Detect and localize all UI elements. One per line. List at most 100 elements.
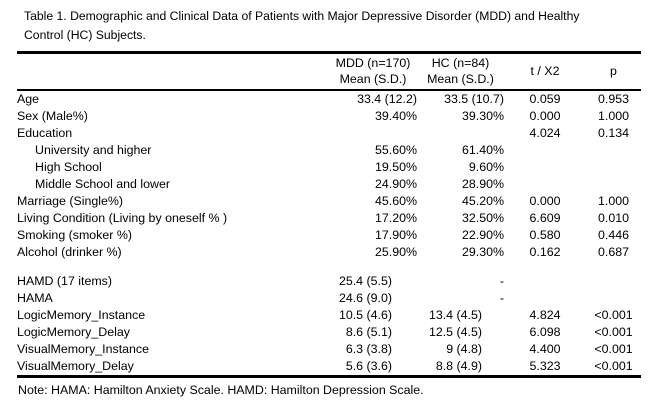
hc-value: 12.5 (4.5) xyxy=(428,325,482,339)
hc-value: 13.4 (4.5) xyxy=(428,308,482,322)
mdd-value: 55.60% xyxy=(374,143,417,157)
mdd-value: 10.5 (4.6) xyxy=(338,308,392,322)
mdd-value: 39.40% xyxy=(374,109,417,123)
mdd-value: 45.60% xyxy=(374,194,417,208)
spacer-row xyxy=(17,261,641,273)
header-hc-line1: HC (n=84) xyxy=(431,56,490,70)
stat-value: 0.162 xyxy=(529,245,561,259)
row-label: Age xyxy=(17,92,40,106)
p-value: 0.134 xyxy=(597,126,629,140)
table-row-hamd: HAMD (17 items) 25.4 (5.5) - xyxy=(17,273,641,290)
table-body: Age 33.4 (12.2) 33.5 (10.7) 0.059 0.953 … xyxy=(17,90,641,377)
hc-value: 45.20% xyxy=(461,194,504,208)
table-row-smoking: Smoking (smoker %) 17.90% 22.90% 0.580 0… xyxy=(17,227,641,244)
stat-value: 4.024 xyxy=(529,126,561,140)
mdd-value: 25.90% xyxy=(374,245,417,259)
row-label: Marriage (Single%) xyxy=(17,194,124,208)
table-row-living-condition: Living Condition (Living by oneself % ) … xyxy=(17,210,641,227)
row-label: LogicMemory_Instance xyxy=(17,308,146,322)
p-value: 0.010 xyxy=(597,211,629,225)
header-mdd: MDD (n=170) Mean (S.D.) xyxy=(329,53,417,91)
p-value: 1.000 xyxy=(597,194,629,208)
p-value: <0.001 xyxy=(594,325,633,339)
table-note: Note: HAMA: Hamilton Anxiety Scale. HAMD… xyxy=(18,383,424,397)
p-value xyxy=(586,159,641,176)
stat-value xyxy=(504,159,586,176)
mdd-value: 17.90% xyxy=(374,228,417,242)
hc-value: 28.90% xyxy=(461,177,504,191)
table-row-hama: HAMA 24.6 (9.0) - xyxy=(17,290,641,307)
p-value xyxy=(586,176,641,193)
hc-value: - xyxy=(499,274,504,288)
p-value xyxy=(586,290,641,307)
demographics-table: MDD (n=170) Mean (S.D.) HC (n=84) Mean (… xyxy=(17,51,641,378)
stat-value xyxy=(504,290,586,307)
mdd-value: 19.50% xyxy=(374,160,417,174)
p-value: 0.953 xyxy=(597,92,629,106)
stat-value: 0.059 xyxy=(529,92,561,106)
p-value: 0.446 xyxy=(597,228,629,242)
table-header: MDD (n=170) Mean (S.D.) HC (n=84) Mean (… xyxy=(17,52,641,91)
hc-value: 32.50% xyxy=(461,211,504,225)
table-row-highschool: High School 19.50% 9.60% xyxy=(17,159,641,176)
mdd-value: 24.6 (9.0) xyxy=(338,291,392,305)
stat-value xyxy=(504,273,586,290)
hc-value: 61.40% xyxy=(461,143,504,157)
header-p: p xyxy=(610,64,617,78)
stat-value: 4.400 xyxy=(529,342,561,356)
table-row-visualmemory-delay: VisualMemory_Delay 5.6 (3.6) 8.8 (4.9) 5… xyxy=(17,358,641,377)
table-row-logicmemory-delay: LogicMemory_Delay 8.6 (5.1) 12.5 (4.5) 6… xyxy=(17,324,641,341)
header-row-label xyxy=(17,53,329,91)
p-value: 0.687 xyxy=(597,245,629,259)
row-label: Sex (Male%) xyxy=(17,109,88,123)
hc-value: - xyxy=(499,291,504,305)
header-mdd-line2: Mean (S.D.) xyxy=(339,72,407,86)
stat-value: 0.000 xyxy=(529,109,561,123)
mdd-value xyxy=(329,125,417,142)
mdd-value: 17.20% xyxy=(374,211,417,225)
stat-value: 0.000 xyxy=(529,194,561,208)
stat-value: 6.609 xyxy=(529,211,561,225)
row-label: Living Condition (Living by oneself % ) xyxy=(17,211,228,225)
mdd-value: 8.6 (5.1) xyxy=(345,325,392,339)
hc-value: 39.30% xyxy=(461,109,504,123)
row-label: Middle School and lower xyxy=(35,177,170,191)
mdd-value: 24.90% xyxy=(374,177,417,191)
p-value: <0.001 xyxy=(594,342,633,356)
table-row-sex: Sex (Male%) 39.40% 39.30% 0.000 1.000 xyxy=(17,108,641,125)
stat-value: 6.098 xyxy=(529,325,561,339)
p-value xyxy=(586,273,641,290)
row-label: Education xyxy=(17,126,73,140)
header-hc: HC (n=84) Mean (S.D.) xyxy=(417,53,504,91)
table-row-education: Education 4.024 0.134 xyxy=(17,125,641,142)
stat-value: 0.580 xyxy=(529,228,561,242)
row-label: University and higher xyxy=(35,143,152,157)
table-row-marriage: Marriage (Single%) 45.60% 45.20% 0.000 1… xyxy=(17,193,641,210)
hc-value xyxy=(417,125,504,142)
row-label: LogicMemory_Delay xyxy=(17,325,130,339)
table-caption-line1: Table 1. Demographic and Clinical Data o… xyxy=(24,9,580,23)
stat-value xyxy=(504,176,586,193)
header-row: MDD (n=170) Mean (S.D.) HC (n=84) Mean (… xyxy=(17,53,641,91)
p-value: <0.001 xyxy=(594,308,633,322)
stat-value xyxy=(504,142,586,159)
mdd-value: 6.3 (3.8) xyxy=(345,342,392,356)
p-value: <0.001 xyxy=(594,359,633,373)
row-label: High School xyxy=(35,160,102,174)
hc-value: 22.90% xyxy=(461,228,504,242)
row-label: VisualMemory_Instance xyxy=(17,342,150,356)
header-mdd-line1: MDD (n=170) xyxy=(335,56,411,70)
table-caption: Table 1. Demographic and Clinical Data o… xyxy=(24,7,579,45)
p-value: 1.000 xyxy=(597,109,629,123)
row-label: Smoking (smoker %) xyxy=(17,228,132,242)
table-row-age: Age 33.4 (12.2) 33.5 (10.7) 0.059 0.953 xyxy=(17,90,641,108)
mdd-value: 33.4 (12.2) xyxy=(357,92,417,106)
table-row-alcohol: Alcohol (drinker %) 25.90% 29.30% 0.162 … xyxy=(17,244,641,261)
row-label: HAMD (17 items) xyxy=(17,274,113,288)
row-label: VisualMemory_Delay xyxy=(17,359,134,373)
mdd-value: 5.6 (3.6) xyxy=(345,359,392,373)
hc-value: 29.30% xyxy=(461,245,504,259)
stat-value: 5.323 xyxy=(529,359,561,373)
stat-value: 4.824 xyxy=(529,308,561,322)
mdd-value: 25.4 (5.5) xyxy=(338,274,392,288)
